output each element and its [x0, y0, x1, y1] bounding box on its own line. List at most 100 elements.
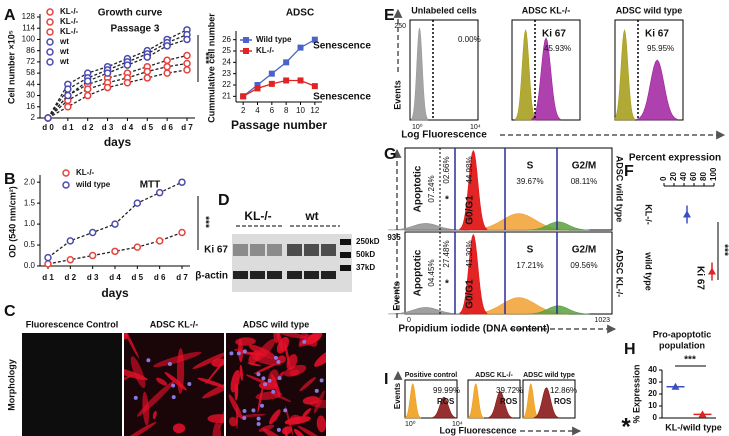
cc-text: 39.67% [516, 177, 543, 186]
nucleus [242, 409, 247, 414]
cc-text: * [445, 279, 449, 290]
flow-marker: Ki 67 [542, 29, 566, 40]
y-tick-label: 0 [653, 413, 658, 422]
data-point [155, 188, 164, 197]
cc-text: Apoptotic [413, 165, 424, 212]
ros-title: Positive control [405, 372, 458, 379]
legend-label: KL-/- [60, 17, 79, 26]
x-tick-label: 10 [296, 106, 305, 115]
nucleus [242, 415, 247, 420]
axis-label: Events [392, 80, 402, 110]
histogram [614, 28, 636, 121]
panel-label: D [218, 192, 230, 209]
x-tick-label: 8 [284, 106, 289, 115]
y-tick-label: 26 [222, 35, 231, 44]
ladder [340, 265, 351, 271]
axis-label: Events [393, 382, 402, 409]
y-tick-label: 22 [222, 80, 231, 89]
flow-title: ADSC wild type [616, 5, 683, 15]
y-tick-label: 25 [222, 46, 231, 55]
histogram [636, 59, 678, 121]
x-tick-label: d 6 [154, 273, 166, 282]
cell [299, 376, 316, 392]
data-point [183, 35, 191, 44]
nucleus [260, 403, 265, 408]
cell [284, 341, 291, 369]
data-point [283, 59, 290, 66]
data-point [88, 251, 97, 260]
data-point [163, 69, 171, 77]
data-point [88, 228, 97, 237]
histogram [487, 391, 514, 419]
y-axis-label: Cell number ×10⁵ [6, 30, 16, 104]
y-tick-label: 2.0 [24, 177, 36, 186]
cc-text: 27.48% [442, 240, 451, 267]
micrograph-bg [22, 333, 122, 436]
data-point [143, 67, 152, 76]
axis-min: 10⁰ [405, 420, 416, 428]
axis-min: 0 [407, 317, 411, 324]
panel-label: F [624, 163, 634, 180]
histogram [533, 387, 560, 419]
data-point [708, 267, 716, 275]
panel-label: H [624, 341, 636, 358]
legend-marker [46, 48, 54, 56]
nucleus [283, 408, 288, 413]
blot-row: β-actin [195, 271, 228, 282]
axis-label: Log Fluorescence [401, 130, 487, 141]
nucleus [256, 372, 261, 377]
legend-marker [46, 18, 54, 26]
row-label: Morphology [6, 359, 16, 411]
axis-max: 935 [387, 233, 401, 242]
y-tick-label: 23 [222, 69, 231, 78]
data-point [66, 237, 75, 245]
data-point [183, 66, 191, 74]
flow-percent: 95.95% [647, 44, 674, 53]
x-axis-label: days [101, 286, 129, 300]
data-point [111, 220, 119, 228]
nucleus [256, 422, 261, 427]
legend-label: KL-/- [60, 27, 79, 36]
legend-marker [46, 8, 54, 16]
cell [197, 377, 224, 388]
y-tick-label: 114 [22, 23, 35, 32]
histogram [526, 305, 590, 315]
data-point [143, 74, 152, 82]
x-tick-label: 100 [709, 167, 718, 181]
series-line [242, 39, 316, 97]
data-point [143, 53, 152, 61]
legend-label: wild type [75, 180, 111, 189]
y-tick-label: 44 [26, 79, 35, 88]
nucleus [319, 378, 324, 383]
annotation: *** [718, 244, 729, 256]
data-point [163, 42, 171, 50]
histogram [431, 396, 457, 419]
nucleus [267, 378, 272, 383]
band [267, 244, 282, 256]
histogram [404, 383, 421, 419]
cc-text: G0/G1 [465, 195, 476, 225]
data-point [698, 410, 707, 418]
cell [255, 391, 282, 400]
legend-label: wt [59, 47, 69, 56]
cc-text: G2/M [572, 161, 596, 172]
chart-title: MTT [140, 180, 161, 191]
legend-marker [46, 58, 54, 66]
nucleus [133, 395, 138, 400]
x-tick-label: d 7 [181, 123, 193, 132]
histogram [411, 27, 428, 121]
annotation: *** [684, 355, 696, 366]
axis-max: 10⁴ [470, 124, 481, 131]
footnote-mark: * [621, 413, 631, 436]
cell [314, 349, 326, 367]
cell [136, 380, 175, 417]
x-axis-label: days [104, 135, 132, 149]
legend-marker [46, 28, 54, 36]
nucleus [256, 416, 261, 421]
data-point [178, 228, 186, 237]
data-point [155, 237, 164, 245]
data-point [44, 253, 52, 262]
cell [152, 410, 157, 420]
x-tick-label: 60 [689, 172, 698, 181]
blot-group: KL-/- [244, 209, 271, 223]
